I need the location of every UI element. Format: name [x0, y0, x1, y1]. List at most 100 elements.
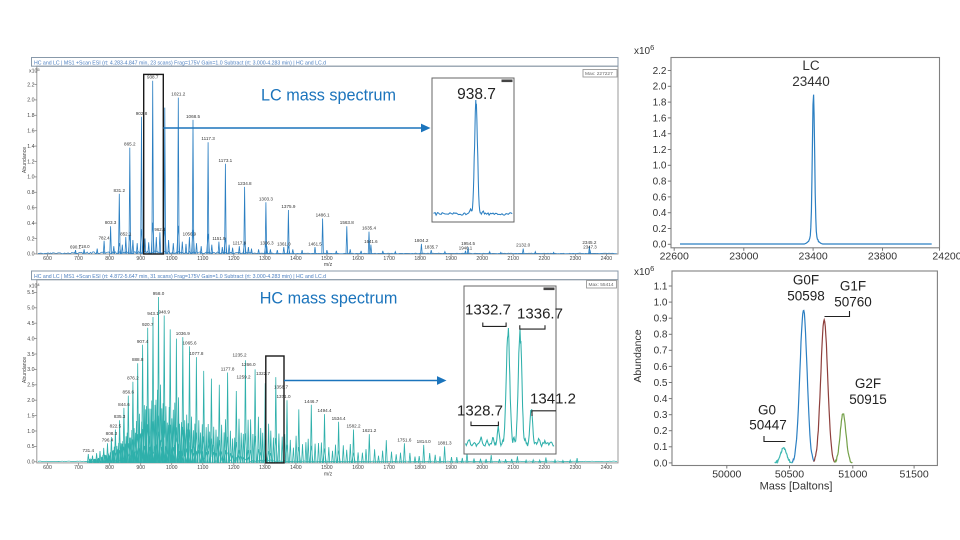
svg-text:1375.9: 1375.9	[281, 204, 295, 209]
svg-text:1800: 1800	[414, 465, 426, 471]
svg-text:2.0: 2.0	[27, 398, 34, 404]
svg-text:2000: 2000	[476, 256, 488, 262]
svg-text:1235.2: 1235.2	[232, 353, 246, 358]
svg-text:700: 700	[74, 465, 83, 471]
svg-text:m/z: m/z	[324, 471, 333, 477]
svg-text:938.7: 938.7	[457, 86, 496, 103]
svg-text:x105: x105	[29, 67, 40, 75]
svg-text:1259.2: 1259.2	[236, 375, 250, 380]
svg-text:G2F: G2F	[855, 376, 881, 391]
svg-text:1217.8: 1217.8	[233, 241, 247, 246]
svg-text:1446.7: 1446.7	[304, 399, 318, 404]
svg-text:0.0: 0.0	[653, 240, 667, 251]
svg-text:1400: 1400	[290, 465, 302, 471]
svg-text:x106: x106	[634, 43, 654, 57]
svg-text:2.0: 2.0	[27, 98, 34, 104]
svg-text:1036.9: 1036.9	[176, 331, 190, 336]
svg-text:1.0: 1.0	[654, 298, 668, 309]
svg-text:23800: 23800	[868, 251, 897, 263]
svg-text:1635.4: 1635.4	[362, 226, 376, 231]
svg-text:835.3: 835.3	[114, 414, 126, 419]
svg-text:HC mass spectrum: HC mass spectrum	[260, 290, 398, 308]
svg-text:1804.2: 1804.2	[414, 238, 428, 243]
svg-text:900: 900	[136, 465, 145, 471]
svg-text:1500: 1500	[321, 256, 333, 262]
svg-text:3.0: 3.0	[27, 367, 34, 373]
svg-text:1000: 1000	[166, 465, 178, 471]
svg-text:5.5: 5.5	[27, 290, 34, 296]
svg-text:808.3: 808.3	[106, 431, 118, 436]
svg-text:1361.0: 1361.0	[277, 242, 291, 247]
svg-text:1.8: 1.8	[653, 98, 667, 109]
svg-text:Abundance: Abundance	[22, 147, 28, 173]
svg-text:1700: 1700	[383, 256, 395, 262]
svg-text:1056.9: 1056.9	[183, 232, 197, 237]
svg-text:1486.1: 1486.1	[316, 213, 330, 218]
svg-text:1.4: 1.4	[27, 144, 34, 150]
svg-text:600: 600	[43, 465, 52, 471]
svg-text:1.1: 1.1	[654, 281, 668, 292]
svg-text:1946.1: 1946.1	[459, 245, 473, 250]
svg-text:50760: 50760	[834, 295, 872, 310]
svg-text:1021.2: 1021.2	[171, 92, 185, 97]
svg-text:0.5: 0.5	[27, 444, 34, 450]
svg-text:902.8: 902.8	[136, 111, 148, 116]
svg-text:1641.6: 1641.6	[364, 239, 378, 244]
svg-text:x106: x106	[634, 264, 654, 278]
svg-text:948.9: 948.9	[158, 310, 170, 315]
svg-text:1814.0: 1814.0	[417, 439, 431, 444]
svg-text:1068.5: 1068.5	[186, 114, 200, 119]
svg-text:50000: 50000	[712, 469, 741, 481]
svg-text:1461.5: 1461.5	[308, 242, 322, 247]
svg-text:958.0: 958.0	[153, 291, 165, 296]
svg-text:0.9: 0.9	[654, 314, 668, 325]
svg-text:2.2: 2.2	[653, 66, 667, 77]
svg-text:2000: 2000	[476, 465, 488, 471]
svg-text:0.7: 0.7	[654, 346, 668, 357]
svg-text:1336.7: 1336.7	[517, 306, 563, 323]
svg-text:822.5: 822.5	[110, 424, 122, 429]
svg-text:1835.7: 1835.7	[424, 245, 438, 250]
svg-text:1200: 1200	[228, 465, 240, 471]
svg-text:831.2: 831.2	[114, 188, 126, 193]
svg-text:1621.2: 1621.2	[362, 428, 376, 433]
svg-text:1.5: 1.5	[27, 413, 34, 419]
svg-text:G1F: G1F	[840, 279, 866, 294]
svg-text:2400: 2400	[601, 465, 613, 471]
svg-text:876.2: 876.2	[127, 376, 139, 381]
svg-text:1.6: 1.6	[27, 129, 34, 135]
svg-text:800: 800	[105, 465, 114, 471]
svg-text:23000: 23000	[729, 251, 758, 263]
svg-text:1600: 1600	[352, 256, 364, 262]
svg-text:LC mass spectrum: LC mass spectrum	[261, 86, 396, 104]
svg-text:Abundance: Abundance	[22, 357, 28, 383]
svg-text:796.4: 796.4	[102, 437, 114, 442]
svg-text:718.0: 718.0	[79, 244, 91, 249]
svg-text:1.8: 1.8	[27, 113, 34, 119]
svg-text:0.0: 0.0	[27, 252, 34, 258]
svg-text:1751.6: 1751.6	[397, 437, 411, 442]
svg-text:1.0: 1.0	[653, 161, 667, 172]
svg-text:2.0: 2.0	[653, 82, 667, 93]
svg-text:0.4: 0.4	[654, 394, 668, 405]
svg-text:0.4: 0.4	[27, 221, 34, 227]
svg-text:1500: 1500	[321, 465, 333, 471]
svg-text:0.6: 0.6	[27, 206, 34, 212]
svg-text:1358.7: 1358.7	[274, 385, 288, 390]
svg-text:Abundance: Abundance	[632, 329, 644, 382]
svg-text:50447: 50447	[749, 418, 787, 433]
svg-text:1234.8: 1234.8	[238, 181, 252, 186]
svg-text:962.1: 962.1	[154, 227, 166, 232]
svg-text:0.6: 0.6	[653, 192, 667, 203]
svg-text:1065.6: 1065.6	[182, 340, 196, 345]
svg-text:803.3: 803.3	[105, 220, 117, 225]
svg-text:1954.5: 1954.5	[461, 241, 475, 246]
svg-text:x104: x104	[29, 282, 40, 290]
svg-text:0.2: 0.2	[654, 426, 668, 437]
svg-text:LC: LC	[802, 58, 820, 73]
svg-text:51500: 51500	[899, 469, 928, 481]
svg-text:0.6: 0.6	[654, 362, 668, 373]
svg-text:1100: 1100	[197, 256, 208, 262]
svg-text:865.2: 865.2	[124, 142, 136, 147]
svg-text:1200: 1200	[228, 256, 240, 262]
